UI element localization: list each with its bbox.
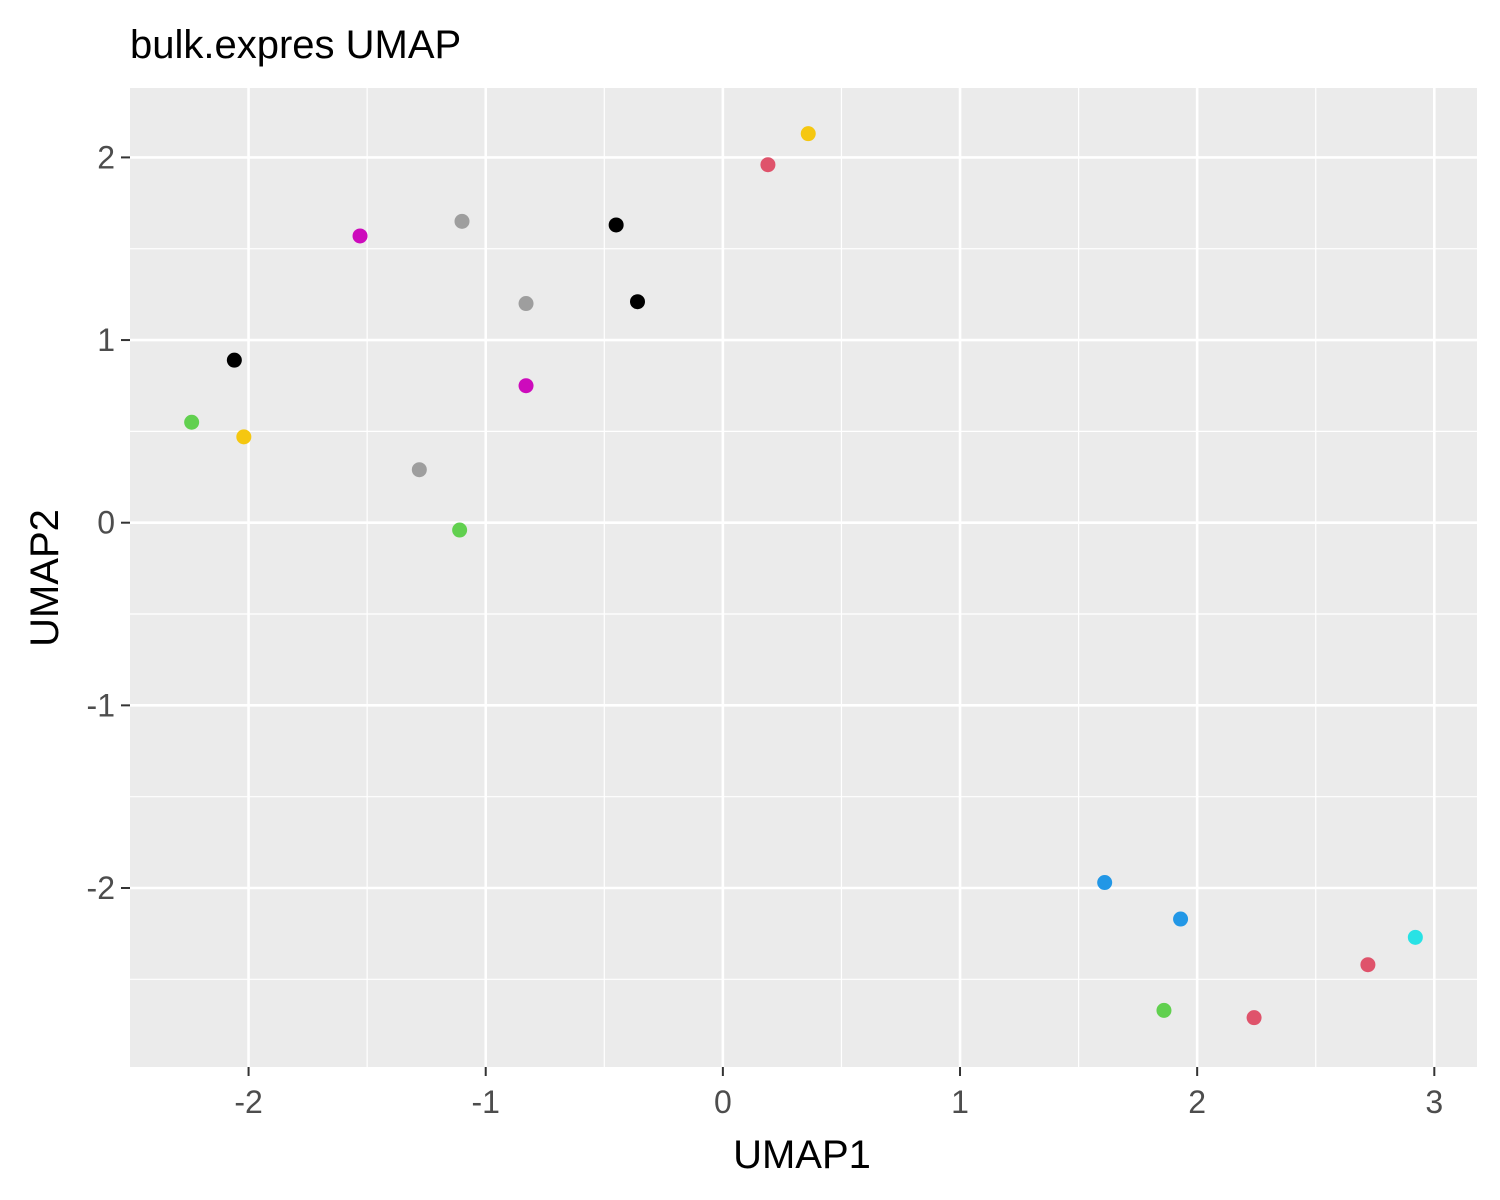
- y-tick-label: 1: [97, 322, 115, 358]
- x-axis: -2 -1 0 1 2 3: [234, 1067, 1443, 1120]
- data-point: [1173, 911, 1189, 927]
- x-tick-label: 2: [1188, 1084, 1206, 1120]
- data-point: [608, 217, 624, 233]
- chart-title: bulk.expres UMAP: [130, 23, 461, 67]
- data-point: [1407, 929, 1423, 945]
- data-point: [454, 213, 470, 229]
- data-point: [1156, 1002, 1172, 1018]
- y-tick-label: -1: [87, 687, 115, 723]
- x-tick-label: 3: [1425, 1084, 1443, 1120]
- x-tick-label: 1: [951, 1084, 969, 1120]
- x-tick-label: -1: [471, 1084, 499, 1120]
- data-point: [452, 522, 468, 538]
- data-point: [352, 228, 368, 244]
- data-point: [1246, 1010, 1262, 1026]
- minor-gridlines: [130, 88, 1477, 1067]
- data-point: [760, 157, 776, 173]
- plot-panel: [130, 88, 1477, 1067]
- data-points: [184, 126, 1423, 1026]
- data-point: [518, 296, 534, 312]
- data-point: [226, 352, 242, 368]
- data-point: [518, 378, 534, 394]
- x-axis-label: UMAP1: [733, 1133, 871, 1177]
- data-point: [800, 126, 816, 142]
- y-tick-label: 0: [97, 505, 115, 541]
- data-point: [411, 462, 427, 478]
- data-point: [236, 429, 252, 445]
- data-point: [1360, 957, 1376, 973]
- y-tick-label: -2: [87, 870, 115, 906]
- y-axis-label: UMAP2: [23, 509, 67, 647]
- major-gridlines: [130, 88, 1477, 1067]
- x-tick-label: 0: [714, 1084, 732, 1120]
- data-point: [1097, 875, 1113, 891]
- data-point: [184, 414, 200, 430]
- y-axis: -2 -1 0 1 2: [87, 139, 130, 906]
- y-tick-label: 2: [97, 139, 115, 175]
- data-point: [629, 294, 645, 310]
- x-tick-label: -2: [234, 1084, 262, 1120]
